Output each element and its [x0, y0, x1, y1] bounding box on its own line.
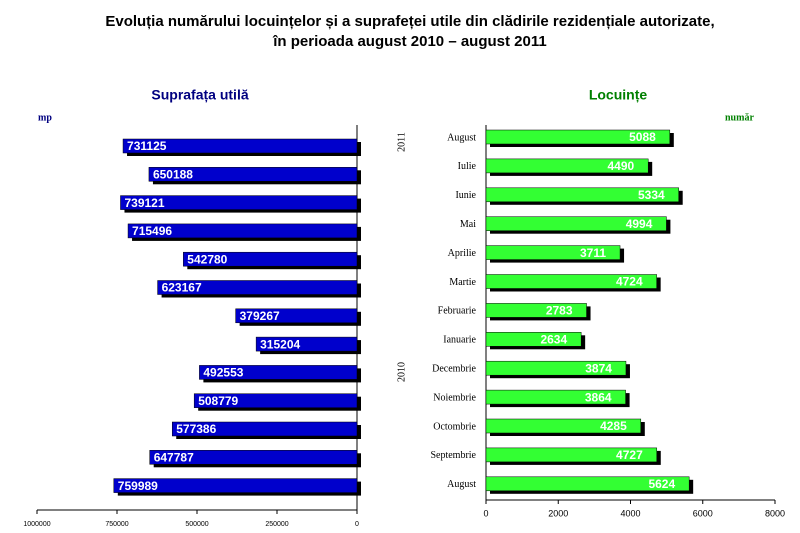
bar [485, 216, 667, 231]
y-tick-label: Iulie [458, 161, 477, 172]
bar [485, 360, 627, 376]
y-tick-label: Mai [460, 219, 476, 230]
value-label: 5334 [638, 188, 665, 202]
bar [171, 421, 358, 437]
value-label: 5088 [629, 130, 656, 144]
y-tick-label: Aprilie [448, 248, 477, 259]
chart-title: Locuințe [589, 87, 648, 103]
bar [485, 129, 671, 145]
bar [157, 280, 358, 295]
value-label: 650188 [153, 167, 193, 181]
value-label: 4727 [616, 448, 643, 462]
x-tick-label: 0 [355, 521, 359, 528]
value-label: 715496 [132, 224, 172, 238]
bar [148, 167, 358, 182]
value-label: 3874 [585, 361, 612, 375]
bar [485, 274, 657, 289]
x-tick-label: 2000 [548, 508, 568, 518]
bar [199, 365, 358, 380]
year-label: 2010 [396, 362, 407, 382]
y-tick-label: Decembrie [432, 363, 476, 374]
unit-label: mp [38, 112, 52, 123]
value-label: 4285 [600, 419, 627, 433]
x-tick-label: 4000 [620, 508, 640, 518]
bar [113, 478, 358, 493]
y-tick-label: Februarie [438, 306, 477, 317]
value-label: 759989 [118, 479, 158, 493]
x-tick-label: 8000 [765, 508, 785, 518]
value-label: 3864 [585, 390, 612, 404]
value-label: 647787 [154, 450, 194, 464]
value-label: 492553 [203, 366, 243, 380]
x-tick-label: 6000 [693, 508, 713, 518]
bar [149, 450, 358, 465]
bar [183, 251, 358, 267]
bar [235, 308, 358, 324]
x-tick-label: 500000 [185, 521, 208, 528]
bar [122, 138, 358, 154]
bar [485, 245, 621, 260]
value-label: 2783 [546, 304, 573, 318]
y-tick-label: August [447, 479, 476, 490]
x-tick-label: 0 [483, 508, 488, 518]
value-label: 4490 [607, 159, 634, 173]
y-tick-label: Octombrie [433, 421, 476, 432]
bar [485, 476, 690, 492]
bar [485, 332, 582, 347]
y-tick-label: Iunie [455, 190, 476, 201]
value-label: 2634 [540, 332, 567, 346]
bar [485, 158, 649, 174]
page-title: în perioada august 2010 – august 2011 [272, 33, 546, 50]
y-tick-label: Ianuarie [443, 335, 476, 346]
x-tick-label: 250000 [265, 521, 288, 528]
bar [485, 389, 626, 405]
value-label: 508779 [198, 394, 238, 408]
y-tick-label: Martie [449, 277, 476, 288]
value-label: 731125 [127, 139, 167, 153]
y-tick-label: Noiembrie [433, 392, 476, 403]
value-label: 577386 [176, 422, 216, 436]
value-label: 542780 [187, 252, 227, 266]
chart-title: Suprafața utilă [151, 87, 248, 103]
page-title: Evoluția numărului locuințelor și a supr… [105, 13, 714, 30]
y-tick-label: Septembrie [430, 450, 476, 461]
x-tick-label: 750000 [105, 521, 128, 528]
value-label: 5624 [648, 477, 675, 491]
value-label: 739121 [124, 196, 164, 210]
bar [120, 195, 358, 210]
unit-label: număr [725, 112, 754, 123]
value-label: 4994 [626, 217, 653, 231]
value-label: 4724 [616, 275, 643, 289]
bar [193, 393, 358, 408]
x-tick-label: 1000000 [23, 521, 50, 528]
year-label: 2011 [396, 132, 407, 152]
bar [485, 418, 642, 434]
value-label: 379267 [240, 309, 280, 323]
bar [127, 223, 358, 239]
value-label: 3711 [580, 246, 606, 260]
y-tick-label: August [447, 132, 476, 143]
bar [485, 303, 587, 318]
value-label: 623167 [162, 281, 202, 295]
bar [485, 447, 658, 463]
bar [255, 336, 358, 352]
bar [485, 187, 679, 203]
value-label: 315204 [260, 337, 300, 351]
